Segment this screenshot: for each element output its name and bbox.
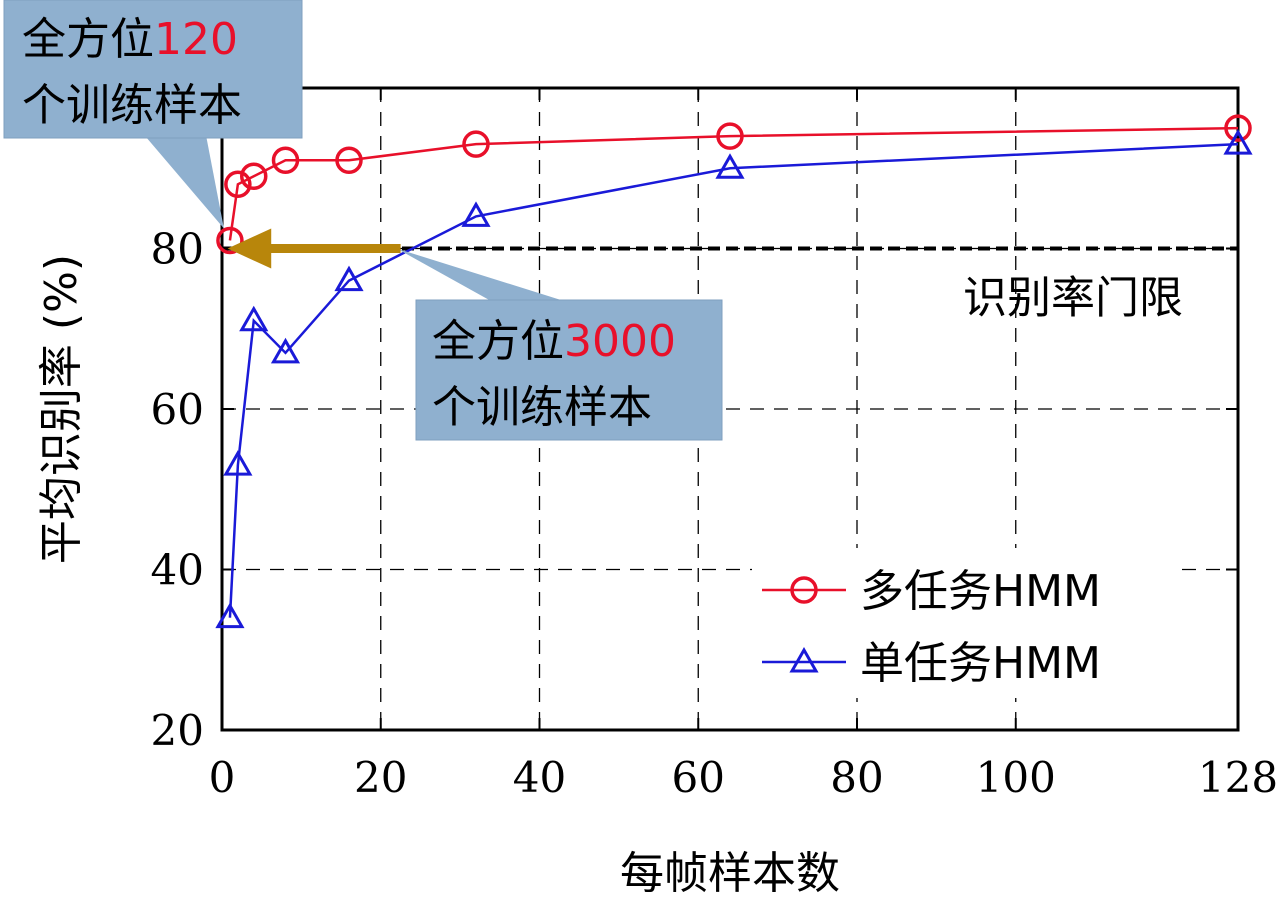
legend-marker-singletask xyxy=(789,646,819,673)
x-tick-label: 128 xyxy=(1198,753,1278,802)
callout-line2: 个训练样本 xyxy=(22,80,242,131)
callout-line2: 个训练样本 xyxy=(432,382,652,433)
callout-line1: 全方位120 xyxy=(22,14,238,65)
callout-pointer xyxy=(396,248,580,306)
x-tick-label: 40 xyxy=(513,753,566,802)
y-tick-label: 60 xyxy=(151,385,204,434)
x-tick-label: 100 xyxy=(976,753,1056,802)
threshold-arrow xyxy=(227,228,401,269)
data-point xyxy=(216,226,244,255)
x-tick-label: 0 xyxy=(209,753,236,802)
x-tick-label: 60 xyxy=(672,753,725,802)
grid xyxy=(222,88,1238,730)
data-point xyxy=(270,337,301,364)
data-point xyxy=(224,170,252,199)
callout-pointer xyxy=(140,130,224,229)
series-line xyxy=(228,126,1239,241)
data-point xyxy=(240,162,268,191)
x-tick-label: 20 xyxy=(354,753,407,802)
x-axis-title: 每帧样本数 xyxy=(620,848,840,899)
legend-label-singletask: 单任务HMM xyxy=(860,638,1101,689)
data-point xyxy=(716,122,744,150)
callout-120-samples: 全方位120 个训练样本 xyxy=(3,0,303,229)
series-group xyxy=(215,114,1253,629)
data-point xyxy=(215,602,245,629)
legend: 多任务HMM 单任务HMM xyxy=(752,548,1182,698)
callout-line1: 全方位3000 xyxy=(432,316,676,367)
x-tick-label: 80 xyxy=(830,753,883,802)
data-point xyxy=(239,305,269,332)
data-point xyxy=(334,265,364,292)
y-tick-label: 40 xyxy=(151,546,204,595)
data-point xyxy=(1223,129,1253,155)
callout-prefix: 全方位 xyxy=(22,14,154,65)
series-1 xyxy=(215,129,1253,629)
callout-highlight: 3000 xyxy=(564,316,676,367)
callout-box xyxy=(415,299,723,441)
callout-prefix: 全方位 xyxy=(432,316,564,367)
data-point xyxy=(461,201,491,227)
legend-background xyxy=(752,548,1182,698)
threshold-label: 识别率门限 xyxy=(963,273,1183,324)
callout-box xyxy=(3,0,303,139)
data-point xyxy=(223,450,253,476)
data-point xyxy=(271,146,300,174)
y-axis-title: 平均识别率 (%) xyxy=(36,254,87,564)
data-point xyxy=(1224,114,1252,142)
callout-3000-samples: 全方位3000 个训练样本 xyxy=(396,248,723,441)
callout-highlight: 120 xyxy=(154,14,238,65)
data-point xyxy=(462,130,490,158)
legend-marker-multitask xyxy=(790,576,818,604)
arrow-head xyxy=(227,228,272,269)
y-tick-label: 20 xyxy=(151,706,204,755)
legend-marker-triangle xyxy=(789,646,819,673)
series-line xyxy=(228,142,1239,618)
y-tick-label: 80 xyxy=(151,225,204,274)
data-point xyxy=(335,146,363,174)
legend-marker-circle xyxy=(790,576,818,604)
legend-label-multitask: 多任务HMM xyxy=(860,566,1101,617)
series-0 xyxy=(216,114,1252,255)
data-point xyxy=(715,153,745,179)
